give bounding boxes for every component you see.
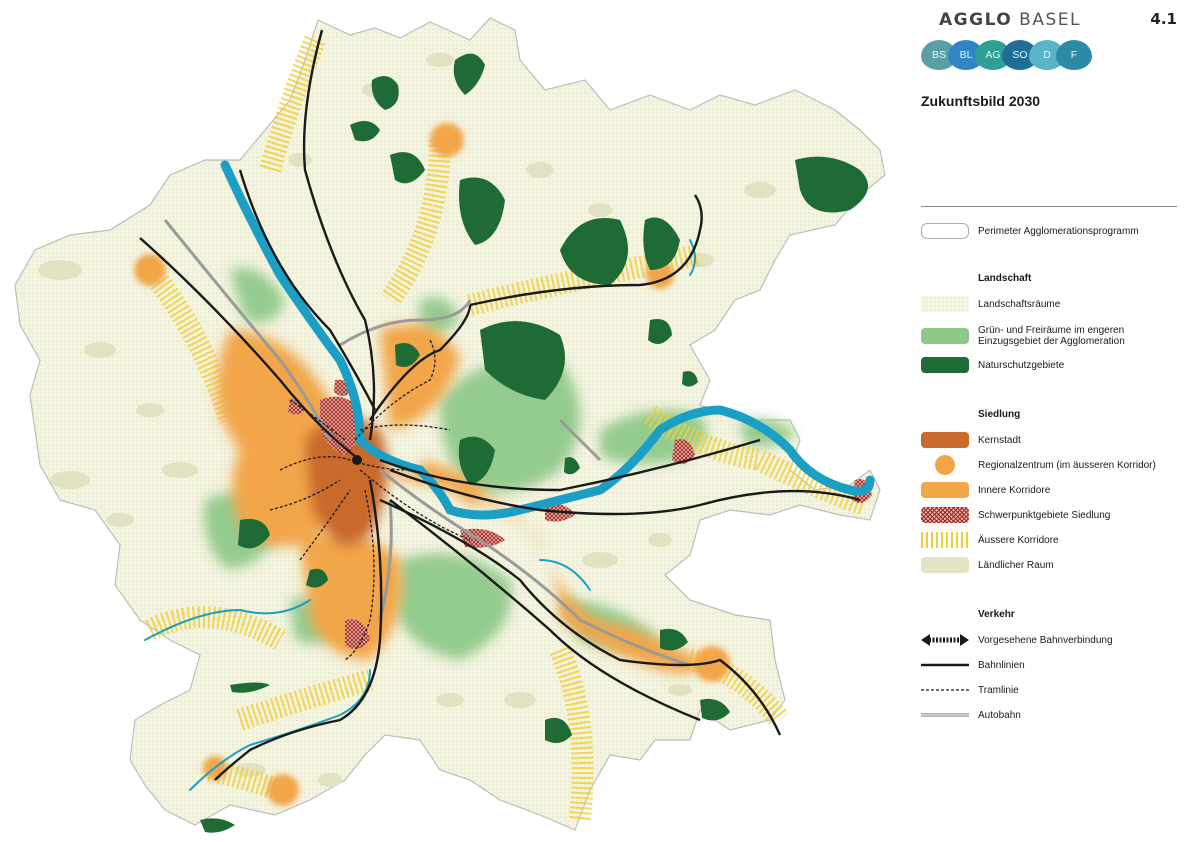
settlement-focus-swatch <box>921 507 969 523</box>
regional-centres <box>134 123 730 806</box>
planned-rail-swatch <box>921 634 969 646</box>
legend-item-innere-korridore: Innere Korridore <box>921 481 1050 499</box>
inner-corridor-swatch <box>921 482 969 498</box>
rural-swatch <box>921 557 969 573</box>
rail-lines <box>139 29 861 781</box>
divider <box>921 206 1177 207</box>
legend-item-naturschutzgebiete: Naturschutzgebiete <box>921 356 1064 374</box>
legend-item-aeussere-korridore: Äussere Korridore <box>921 531 1059 549</box>
legend-item-gruenraeume: Grün- und Freiräume im engeren Einzugsge… <box>921 325 1168 347</box>
rail-swatch <box>921 663 969 667</box>
legend-panel: AGGLO BASEL 4.1 BS BL AG SO D F Zukunfts… <box>905 0 1191 842</box>
outer-corridor-swatch <box>921 532 969 548</box>
sheet-number: 4.1 <box>1150 10 1177 28</box>
legend-item-bahnlinien: Bahnlinien <box>921 656 1025 674</box>
basel-centre-marker <box>352 455 362 465</box>
motorways <box>163 219 691 667</box>
legend-item-schwerpunktgebiete: Schwerpunktgebiete Siedlung <box>921 506 1110 524</box>
legend-item-kernstadt: Kernstadt <box>921 431 1021 449</box>
tram-swatch <box>921 689 969 691</box>
legend-item-tramlinie: Tramlinie <box>921 681 1019 699</box>
legend-heading-landschaft: Landschaft <box>978 273 1032 284</box>
agglomeration-map <box>14 17 886 833</box>
regional-centre-swatch <box>921 455 969 475</box>
legend-item-laendlicher-raum: Ländlicher Raum <box>921 556 1054 574</box>
legend-item-landschaftsraeume: Landschaftsräume <box>921 295 1060 313</box>
legend-item-regionalzentrum: Regionalzentrum (im äusseren Korridor) <box>921 455 1156 475</box>
legend-item-vorgesehene-bahnverbindung: Vorgesehene Bahnverbindung <box>921 631 1113 649</box>
legend-heading-siedlung: Siedlung <box>978 409 1021 420</box>
map-title: Zukunftsbild 2030 <box>921 93 1041 109</box>
motorway-swatch <box>921 713 969 717</box>
agglo-basel-logo: AGGLO BASEL <box>939 10 1081 30</box>
legend-item-autobahn: Autobahn <box>921 706 1021 724</box>
perimeter-swatch <box>921 223 969 239</box>
canton-badge-f: F <box>1056 40 1092 70</box>
canton-badges: BS BL AG SO D F <box>921 40 1092 72</box>
landscape-swatch <box>921 296 969 312</box>
legend-item-perimeter: Perimeter Agglomerationsprogramm <box>921 222 1139 240</box>
core-city-swatch <box>921 432 969 448</box>
green-space-swatch <box>921 328 969 344</box>
tram-lines <box>269 339 471 661</box>
nature-reserve-swatch <box>921 357 969 373</box>
nature-reserves <box>200 53 868 833</box>
legend-heading-verkehr: Verkehr <box>978 609 1015 620</box>
